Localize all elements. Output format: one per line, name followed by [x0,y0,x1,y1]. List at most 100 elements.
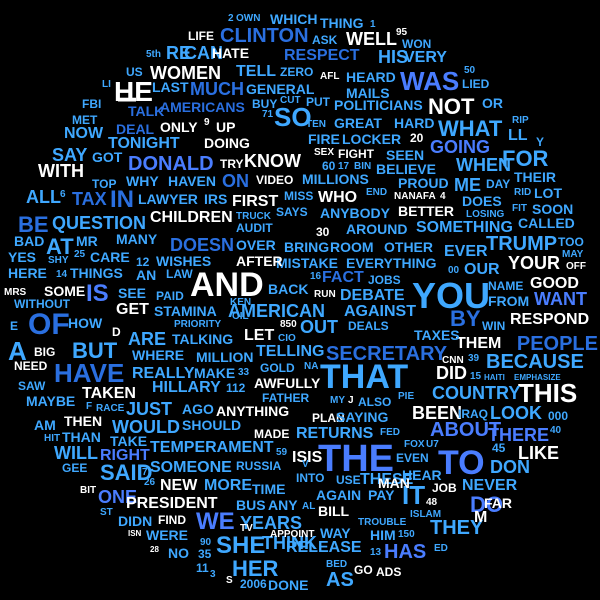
cloud-word: WITHOUT [14,297,70,311]
cloud-word: THINK [262,533,317,553]
cloud-word: MAKE [194,365,236,381]
cloud-word: EMPHASIZE [514,373,561,382]
cloud-word: 17 [338,161,350,172]
cloud-word: SAW [18,379,46,393]
cloud-word: BAD [14,233,45,249]
cloud-word: AGO [182,401,214,417]
cloud-word: ISIS [292,449,323,466]
cloud-word: NOW [64,125,104,142]
cloud-word: SEX [314,147,335,158]
cloud-word: ROOM [330,239,374,255]
cloud-word: THESE [360,471,414,488]
cloud-word: 4 [440,191,446,202]
cloud-word: WITH [38,161,84,181]
cloud-word: TOO [558,235,584,249]
cloud-word: RID [514,187,532,198]
cloud-word: BIG [34,345,56,359]
cloud-word: 45 [492,441,506,455]
cloud-word: TROUBLE [358,517,407,528]
cloud-word: SECRETARY [326,343,448,365]
cloud-word: RIP [512,115,529,126]
cloud-word: HIS [378,47,409,67]
cloud-word: BY [450,306,481,331]
cloud-word: BRING [284,239,330,255]
cloud-word: DONE [268,577,309,593]
cloud-word: FIND [158,513,186,527]
cloud-word: SOON [532,201,574,217]
cloud-word: HEAR [402,467,442,483]
cloud-word: US [126,65,143,79]
cloud-word: CALLED [518,215,575,231]
cloud-word: MAN [378,475,410,491]
cloud-word: MAILS [346,85,390,101]
cloud-word: 95 [396,27,408,38]
cloud-word: SAY [52,145,88,165]
cloud-word: 1 [370,19,376,30]
cloud-word: VIDEO [256,173,294,187]
cloud-word: DIDN [118,513,153,529]
cloud-word: RUN [314,289,336,300]
cloud-word: GOLD [260,361,295,375]
cloud-word: PLAN [312,411,345,425]
cloud-word: ABOUT [430,419,502,441]
cloud-word: 000 [548,409,569,423]
cloud-word: FAR [484,495,512,511]
cloud-word: AGAINST [344,303,416,320]
cloud-word: AM [34,417,56,433]
cloud-word: KNOW [244,151,301,171]
cloud-word: SEE [118,285,147,301]
cloud-word: DEALS [348,319,389,333]
cloud-word: BILL [318,503,350,519]
cloud-word: WHERE [132,347,185,363]
cloud-word: OFF [566,261,586,272]
cloud-word: THING [320,15,364,31]
cloud-word: S [226,575,233,586]
cloud-word: PAID [156,289,184,303]
cloud-word: PIE [398,391,415,402]
cloud-word: RACE [96,403,125,414]
cloud-word: 30 [316,225,330,239]
cloud-word: 15 [470,371,482,382]
cloud-word: 3 [210,569,216,580]
cloud-word: LET [244,327,275,344]
cloud-word: WHO [318,189,358,206]
cloud-word: HILLARY [152,379,221,396]
cloud-word: ISN [128,529,142,538]
cloud-word: MISS [284,189,314,203]
cloud-word: POLITICIANS [334,97,423,113]
cloud-word: CAN [184,43,223,63]
cloud-word: CARE [90,249,130,265]
cloud-word: TAX [72,189,107,209]
cloud-word: LOT [534,185,562,201]
cloud-word: CUT [280,95,301,106]
cloud-word: 33 [238,367,250,378]
cloud-word: 9 [204,117,210,128]
cloud-word: TALK [128,103,165,119]
cloud-word: FBI [82,97,102,111]
cloud-word: WHAT [438,116,503,141]
cloud-word: WE [196,508,235,535]
cloud-word: NEW [160,477,198,494]
cloud-word: HATE [212,45,250,61]
cloud-word: PRESIDENT [126,495,218,512]
cloud-word: WELL [346,29,397,49]
cloud-word: AMERICAN [228,301,325,321]
cloud-word: MILLION [196,349,254,365]
cloud-word: FIRST [232,193,279,210]
cloud-word: 90 [200,537,212,548]
cloud-word: FIT [512,203,527,214]
cloud-word: 35 [198,547,212,561]
cloud-word: APPOINT [270,529,315,540]
cloud-word: OUR [464,261,500,278]
cloud-word: ARE [128,329,167,349]
cloud-word: FOX [404,439,425,450]
cloud-word: TOP [92,177,117,191]
cloud-word: ALSO [358,395,392,409]
cloud-word: HE [114,76,153,107]
cloud-word: CLINTON [220,25,309,47]
cloud-word: ANYBODY [320,205,391,221]
cloud-word: 13 [370,547,382,558]
cloud-word: USE [336,473,361,487]
cloud-word: 40 [550,425,562,436]
cloud-word: FIRE [308,131,340,147]
